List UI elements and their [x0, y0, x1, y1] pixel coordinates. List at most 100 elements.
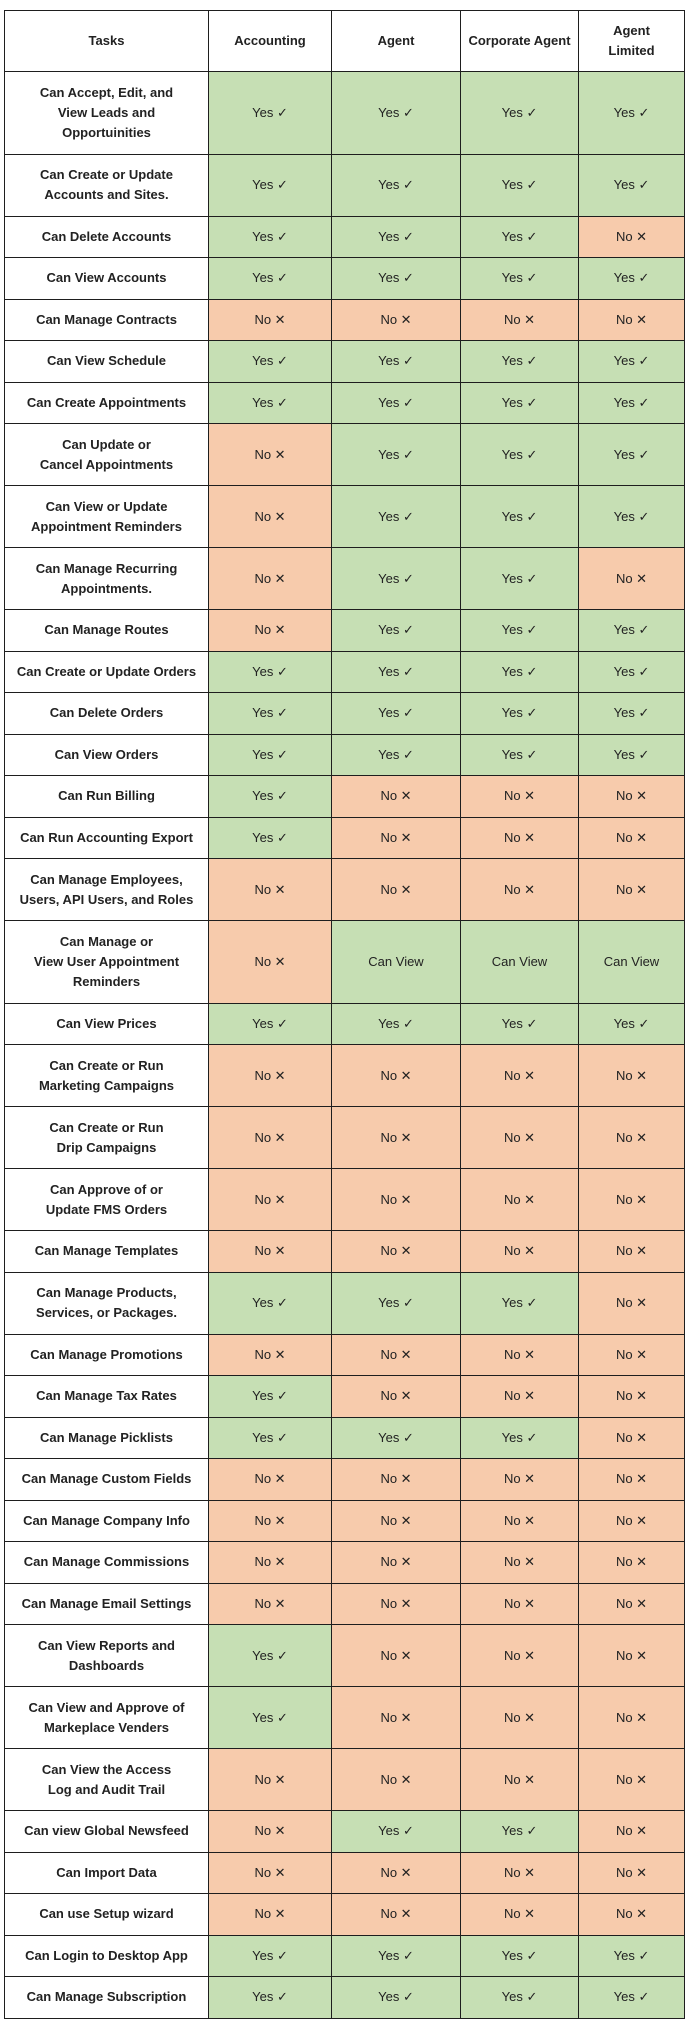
permission-cell-corporate-agent: Yes ✓: [460, 381, 579, 424]
permission-cell-agent: No ✕: [331, 1686, 461, 1749]
task-label: Can Manage Routes: [4, 609, 209, 652]
permission-cell-agent-limited: Yes ✓: [578, 733, 685, 776]
permission-cell-accounting: Yes ✓: [208, 153, 332, 217]
header-row: Tasks Accounting Agent Corporate Agent A…: [4, 10, 685, 72]
permission-cell-corporate-agent: Yes ✓: [460, 733, 579, 776]
table-row: Can Manage Promotions No ✕ No ✕ No ✕ No ✕: [4, 1333, 685, 1376]
permission-cell-corporate-agent: Yes ✓: [460, 1271, 579, 1335]
table-row: Can Manage Employees, Users, API Users, …: [4, 858, 685, 921]
permission-cell-accounting: No ✕: [208, 1748, 332, 1811]
permission-cell-agent-limited: No ✕: [578, 1582, 685, 1625]
task-label: Can Manage Products, Services, or Packag…: [4, 1271, 209, 1335]
task-label: Can Manage Company Info: [4, 1499, 209, 1542]
permission-cell-agent-limited: Yes ✓: [578, 153, 685, 217]
permission-cell-agent-limited: No ✕: [578, 1851, 685, 1894]
permission-cell-corporate-agent: No ✕: [460, 1851, 579, 1894]
permission-cell-corporate-agent: No ✕: [460, 816, 579, 859]
permission-cell-corporate-agent: Yes ✓: [460, 1002, 579, 1045]
permission-cell-agent-limited: No ✕: [578, 1375, 685, 1418]
permission-cell-corporate-agent: Yes ✓: [460, 153, 579, 217]
permission-cell-agent: Yes ✓: [331, 153, 461, 217]
permission-cell-agent: No ✕: [331, 1230, 461, 1273]
permission-cell-corporate-agent: No ✕: [460, 1044, 579, 1107]
header-accounting: Accounting: [208, 10, 332, 72]
permission-cell-agent-limited: Yes ✓: [578, 650, 685, 693]
permission-cell-corporate-agent: Yes ✓: [460, 340, 579, 383]
permission-cell-accounting: No ✕: [208, 1810, 332, 1853]
permission-cell-accounting: No ✕: [208, 1168, 332, 1231]
permission-cell-accounting: Yes ✓: [208, 381, 332, 424]
task-label: Can View or Update Appointment Reminders: [4, 485, 209, 548]
header-agent-limited: Agent Limited: [578, 10, 685, 72]
permission-cell-corporate-agent: No ✕: [460, 298, 579, 341]
permission-cell-agent: Yes ✓: [331, 1934, 461, 1977]
table-row: Can Create or Update Orders Yes ✓ Yes ✓ Yes…: [4, 650, 685, 693]
header-tasks: Tasks: [4, 10, 209, 72]
table-row: Can Approve of or Update FMS Orders No ✕ N…: [4, 1168, 685, 1231]
task-label: Can Create or Run Marketing Campaigns: [4, 1044, 209, 1107]
task-label: Can Manage Promotions: [4, 1333, 209, 1376]
permission-cell-accounting: Yes ✓: [208, 1002, 332, 1045]
task-label: Can Update or Cancel Appointments: [4, 423, 209, 486]
task-label: Can Manage Custom Fields: [4, 1458, 209, 1501]
table-row: Can Delete Accounts Yes ✓ Yes ✓ Yes ✓ No ✕: [4, 215, 685, 258]
permission-cell-accounting: No ✕: [208, 298, 332, 341]
permission-cell-agent: Yes ✓: [331, 609, 461, 652]
table-row: Can Create or Update Accounts and Sites.…: [4, 153, 685, 217]
permission-cell-accounting: No ✕: [208, 1499, 332, 1542]
permission-cell-accounting: Yes ✓: [208, 733, 332, 776]
permission-cell-accounting: Yes ✓: [208, 775, 332, 818]
table-row: Can View Prices Yes ✓ Yes ✓ Yes ✓ Yes ✓: [4, 1002, 685, 1045]
permission-cell-corporate-agent: Yes ✓: [460, 423, 579, 486]
permission-cell-corporate-agent: Yes ✓: [460, 485, 579, 548]
task-label: Can Run Billing: [4, 775, 209, 818]
permission-cell-agent: Yes ✓: [331, 423, 461, 486]
permission-cell-agent: Yes ✓: [331, 485, 461, 548]
permission-cell-agent: Yes ✓: [331, 1002, 461, 1045]
permission-cell-corporate-agent: No ✕: [460, 858, 579, 921]
permission-cell-accounting: Yes ✓: [208, 1976, 332, 2019]
task-label: Can Create or Run Drip Campaigns: [4, 1106, 209, 1169]
task-label: Can View the Access Log and Audit Trail: [4, 1748, 209, 1811]
permission-cell-agent-limited: Yes ✓: [578, 1934, 685, 1977]
permission-cell-corporate-agent: No ✕: [460, 1686, 579, 1749]
task-label: Can Create or Update Accounts and Sites.: [4, 153, 209, 217]
permission-cell-corporate-agent: Yes ✓: [460, 692, 579, 735]
permission-cell-agent: No ✕: [331, 1375, 461, 1418]
permission-cell-agent: No ✕: [331, 1106, 461, 1169]
permissions-table: Tasks Accounting Agent Corporate Agent A…: [4, 10, 685, 2019]
permission-cell-corporate-agent: Yes ✓: [460, 215, 579, 258]
task-label: Can View and Approve of Markeplace Vende…: [4, 1686, 209, 1749]
permission-cell-agent: Yes ✓: [331, 1416, 461, 1459]
permission-cell-agent-limited: No ✕: [578, 1044, 685, 1107]
table-row: Can Manage Subscription Yes ✓ Yes ✓ Yes ✓ Ye…: [4, 1976, 685, 2019]
permission-cell-agent: No ✕: [331, 1851, 461, 1894]
table-row: Can Manage Products, Services, or Packag…: [4, 1271, 685, 1335]
permission-cell-agent-limited: No ✕: [578, 775, 685, 818]
permission-cell-corporate-agent: No ✕: [460, 1375, 579, 1418]
permission-cell-agent: Yes ✓: [331, 650, 461, 693]
permission-cell-accounting: Yes ✓: [208, 71, 332, 155]
permission-cell-accounting: Yes ✓: [208, 650, 332, 693]
permission-cell-corporate-agent: Yes ✓: [460, 257, 579, 300]
permission-cell-agent: No ✕: [331, 775, 461, 818]
permission-cell-agent: Yes ✓: [331, 381, 461, 424]
permission-cell-agent-limited: Yes ✓: [578, 340, 685, 383]
task-label: Can Manage Subscription: [4, 1976, 209, 2019]
permission-cell-agent-limited: No ✕: [578, 1416, 685, 1459]
task-label: Can Manage Recurring Appointments.: [4, 547, 209, 610]
task-label: Can Manage or View User Appointment Remi…: [4, 920, 209, 1004]
permission-cell-corporate-agent: No ✕: [460, 775, 579, 818]
permission-cell-accounting: No ✕: [208, 1541, 332, 1584]
permission-cell-agent-limited: No ✕: [578, 858, 685, 921]
task-label: Can Delete Orders: [4, 692, 209, 735]
permission-cell-agent: No ✕: [331, 1458, 461, 1501]
permission-cell-corporate-agent: No ✕: [460, 1499, 579, 1542]
permission-cell-accounting: Yes ✓: [208, 215, 332, 258]
permission-cell-accounting: Yes ✓: [208, 340, 332, 383]
permission-cell-accounting: No ✕: [208, 1044, 332, 1107]
table-row: Can View or Update Appointment Reminders…: [4, 485, 685, 548]
table-row: Can View Accounts Yes ✓ Yes ✓ Yes ✓ Yes ✓: [4, 257, 685, 300]
permission-cell-agent-limited: Yes ✓: [578, 1976, 685, 2019]
permission-cell-agent-limited: Yes ✓: [578, 423, 685, 486]
